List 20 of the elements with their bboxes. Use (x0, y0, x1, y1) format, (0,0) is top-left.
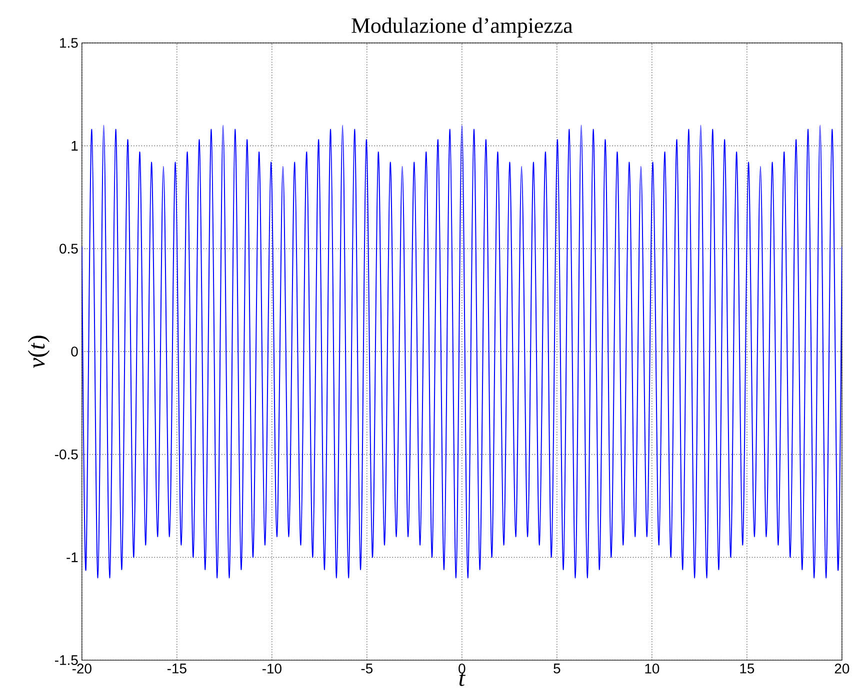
x-tick-label: -15 (167, 663, 186, 674)
x-tick-label: 10 (645, 663, 660, 674)
line-series (82, 124, 842, 578)
y-tick-label: -0.5 (55, 449, 78, 460)
y-tick-label: -1.5 (55, 655, 78, 665)
y-tick-label: 0.5 (60, 244, 78, 254)
y-tick-label: 1 (72, 140, 78, 150)
x-tick-label: 5 (554, 663, 560, 674)
y-tick-label: 0 (71, 346, 78, 356)
x-tick-label: 20 (834, 663, 850, 674)
y-tick-label: 1.5 (60, 38, 78, 48)
x-tick-label: -5 (361, 663, 373, 674)
y-tick-label: -1 (66, 552, 78, 562)
x-tick-label: 15 (740, 663, 754, 674)
chart-title: Modulazione d’ampiezza (352, 17, 573, 38)
x-axis-title: t (459, 672, 466, 686)
x-tick-label: -10 (262, 663, 282, 674)
x-tick-label: -20 (72, 663, 92, 674)
y-axis-title: v(t) (28, 336, 50, 368)
x-tick-label: 0 (458, 663, 466, 674)
